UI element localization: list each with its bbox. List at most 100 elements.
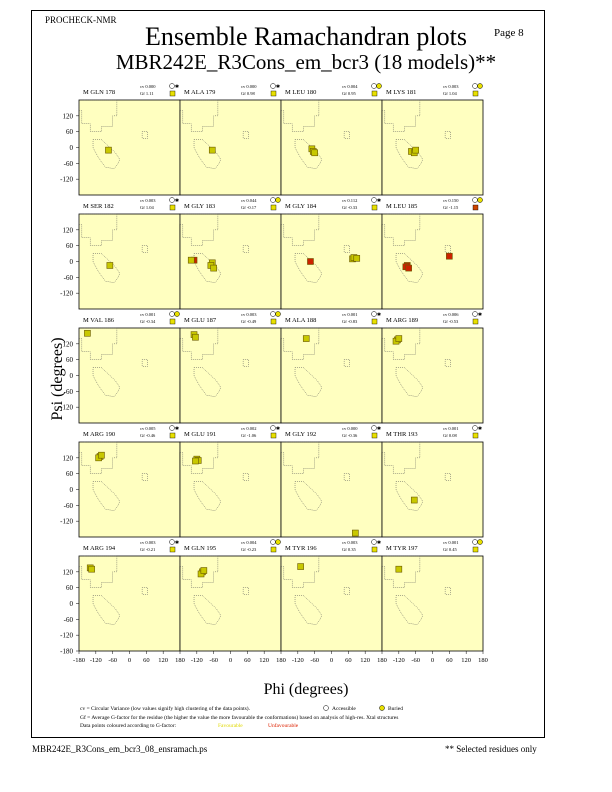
x-tick-label: 60 xyxy=(244,657,251,664)
legend-buried-label: Buried xyxy=(388,706,403,712)
cv-value: cv 0.001 xyxy=(342,312,358,317)
y-tick-label: -120 xyxy=(60,404,73,412)
gf-colour-icon xyxy=(169,432,176,439)
buried-icon xyxy=(477,197,483,203)
allowed-region-2 xyxy=(242,245,249,253)
y-tick-label: -120 xyxy=(60,176,73,184)
gf-value: Gf -0.23 xyxy=(241,547,257,552)
gf-value: Gf 0.45 xyxy=(443,547,457,552)
buried-icon xyxy=(275,197,281,203)
allowed-region-2 xyxy=(343,245,350,253)
data-point xyxy=(98,451,105,459)
legend-accessible-icon xyxy=(323,705,329,711)
cv-value: cv 0.003 xyxy=(140,198,156,203)
gf-colour-icon xyxy=(169,204,176,211)
y-tick-label: -60 xyxy=(64,616,74,624)
panel-12 xyxy=(78,441,181,538)
y-tick-label: 0 xyxy=(70,600,74,608)
data-point xyxy=(307,258,314,265)
panel-17 xyxy=(179,555,282,652)
cv-value: cv 0.003 xyxy=(241,312,257,317)
cv-marker-icon xyxy=(371,311,377,317)
allowed-region-2 xyxy=(242,131,249,139)
accessible-icon: ✱ xyxy=(175,84,179,90)
y-tick-label: -60 xyxy=(64,160,74,168)
gf-value: Gf -0.36 xyxy=(342,433,358,438)
buried-icon xyxy=(275,311,281,317)
panel-18 xyxy=(280,555,383,652)
data-point xyxy=(405,264,412,272)
allowed-region-1 xyxy=(395,481,423,511)
gf-value: Gf 1.11 xyxy=(140,91,154,96)
y-tick-label: -120 xyxy=(60,290,73,298)
allowed-region-1 xyxy=(92,253,120,283)
y-tick-label: 120 xyxy=(63,112,74,120)
cv-marker-icon xyxy=(169,539,175,545)
x-tick-label: -60 xyxy=(310,657,319,664)
residue-label: M TYR 196 xyxy=(285,545,317,552)
cv-value: cv 0.003 xyxy=(443,84,459,89)
gf-value: Gf 0.35 xyxy=(342,547,356,552)
gf-value: Gf -0.49 xyxy=(241,319,257,324)
cv-value: cv 0.002 xyxy=(241,426,257,431)
panel-15 xyxy=(381,441,484,538)
cv-marker-icon xyxy=(169,425,175,431)
panel-9 xyxy=(179,327,282,424)
panel-3 xyxy=(381,99,484,196)
cv-value: cv 0.001 xyxy=(140,312,156,317)
cv-marker-icon xyxy=(169,197,175,203)
y-tick-label: -60 xyxy=(64,388,74,396)
y-tick-label: 0 xyxy=(70,144,74,152)
allowed-region-2 xyxy=(141,359,148,367)
panel-7 xyxy=(381,213,484,310)
gf-value: Gf 0.98 xyxy=(241,91,255,96)
allowed-region-0 xyxy=(280,327,320,360)
gf-value: Gf -0.17 xyxy=(241,205,257,210)
allowed-region-1 xyxy=(294,481,322,511)
cv-value: cv 0.004 xyxy=(241,540,257,545)
gf-value: Gf -0.33 xyxy=(342,205,358,210)
cv-value: cv 0.004 xyxy=(342,84,358,89)
allowed-region-1 xyxy=(395,139,423,169)
gf-colour-icon xyxy=(169,546,176,553)
allowed-region-0 xyxy=(179,441,219,474)
allowed-region-2 xyxy=(343,131,350,139)
gf-colour-icon xyxy=(472,318,479,325)
cv-marker-icon xyxy=(472,425,478,431)
y-tick-label: -120 xyxy=(60,518,73,526)
data-point xyxy=(410,496,418,504)
x-tick-label: -60 xyxy=(411,657,420,664)
cv-value: cv 0.003 xyxy=(342,540,358,545)
gf-colour-icon xyxy=(472,432,479,439)
allowed-region-0 xyxy=(381,213,421,246)
allowed-region-1 xyxy=(395,595,423,625)
x-tick-label: 0 xyxy=(128,657,131,664)
data-point xyxy=(311,149,318,157)
y-tick-label: 60 xyxy=(66,356,74,364)
panel-1 xyxy=(179,99,282,196)
allowed-region-2 xyxy=(444,473,451,481)
allowed-region-0 xyxy=(381,441,421,474)
residue-label: M ALA 179 xyxy=(184,89,215,96)
y-tick-label: 0 xyxy=(70,486,74,494)
buried-icon xyxy=(275,539,281,545)
footer-filename: MBR242E_R3Cons_em_bcr3_08_ensramach.ps xyxy=(32,744,208,754)
residue-label: M GLY 192 xyxy=(285,431,316,438)
residue-label: M ARG 194 xyxy=(83,545,116,552)
accessible-icon: ✱ xyxy=(478,312,482,318)
cv-value: cv 0.000 xyxy=(342,426,358,431)
gf-value: Gf -0.83 xyxy=(342,319,358,324)
gf-value: Gf -0.21 xyxy=(140,547,155,552)
y-tick-label: 0 xyxy=(70,372,74,380)
allowed-region-0 xyxy=(78,213,118,246)
gf-value: Gf -1.15 xyxy=(443,205,459,210)
cv-marker-icon xyxy=(472,197,478,203)
accessible-icon: ✱ xyxy=(377,426,381,432)
cv-marker-icon xyxy=(472,311,478,317)
cv-marker-icon xyxy=(270,311,276,317)
allowed-region-0 xyxy=(280,213,320,246)
data-point xyxy=(105,146,112,154)
cv-value: cv 0.001 xyxy=(443,540,459,545)
x-tick-label: 0 xyxy=(431,657,434,664)
